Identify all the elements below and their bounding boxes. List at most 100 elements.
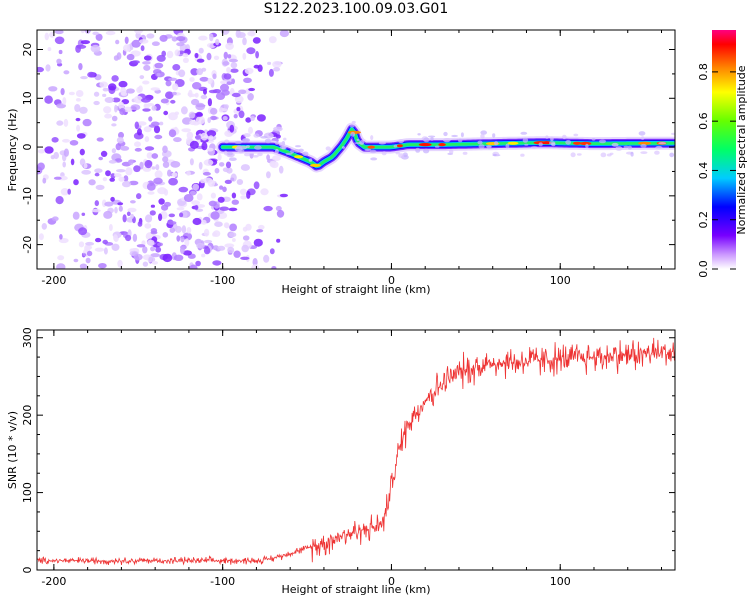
noise-blob [139, 161, 144, 170]
noise-blob [224, 179, 232, 184]
noise-blob [182, 250, 192, 256]
noise-blob [137, 121, 147, 126]
noise-blob [63, 148, 69, 157]
noise-blob [272, 60, 282, 68]
noise-blob [206, 147, 214, 152]
ridge-hotspot [418, 143, 432, 147]
noise-blob [203, 246, 211, 255]
noise-blob [133, 165, 141, 173]
noise-blob [79, 106, 88, 114]
noise-blob [227, 54, 232, 59]
ridge-speckle [423, 137, 430, 143]
noise-blob [251, 264, 260, 269]
ridge-speckle [599, 139, 606, 144]
noise-blob [198, 161, 203, 170]
bottom-x-tick-label: 0 [388, 575, 395, 588]
noise-blob [178, 69, 186, 78]
noise-blob [56, 263, 66, 269]
noise-blob [217, 245, 226, 251]
noise-blob [133, 95, 143, 104]
noise-blob [150, 87, 160, 91]
noise-blob [168, 213, 175, 218]
noise-blob [176, 42, 185, 47]
noise-blob [212, 73, 217, 80]
ridge-speckle [477, 140, 483, 145]
ridge-speckle [298, 148, 304, 152]
noise-blob [191, 98, 200, 106]
noise-blob [92, 31, 99, 36]
noise-blob [93, 91, 100, 97]
noise-blob [153, 125, 161, 134]
noise-blob [189, 77, 195, 82]
top-x-tick-label: 100 [550, 274, 571, 287]
noise-blob [37, 166, 43, 175]
noise-blob [72, 211, 80, 220]
noise-blob [168, 177, 179, 186]
noise-blob [142, 261, 149, 267]
noise-blob [166, 50, 174, 59]
noise-blob [171, 172, 178, 178]
ridge-speckle [443, 138, 451, 143]
noise-blob [189, 120, 197, 126]
noise-blob [247, 93, 254, 101]
top-y-tick-label: -10 [21, 187, 34, 205]
noise-blob [159, 121, 164, 126]
ridge-speckle [351, 120, 356, 124]
noise-blob [186, 131, 194, 140]
noise-blob [159, 34, 168, 42]
noise-blob [120, 146, 130, 151]
colorbar-tick-label: 0.6 [697, 112, 710, 130]
ridge-hotspot [542, 141, 552, 145]
noise-blob [194, 52, 199, 59]
noise-blob [260, 188, 269, 196]
ridge-speckle [295, 145, 301, 148]
noise-blob [53, 151, 59, 160]
noise-blob [273, 126, 283, 132]
noise-blob [263, 254, 270, 263]
ridge-speckle [640, 143, 647, 148]
noise-blob [76, 44, 87, 49]
noise-blob [128, 180, 139, 186]
noise-blob [186, 170, 191, 176]
noise-blob [113, 55, 119, 61]
noise-blob [252, 37, 261, 44]
noise-blob [62, 161, 66, 168]
ridge-speckle [308, 158, 313, 162]
ridge-speckle [224, 150, 228, 156]
noise-blob [178, 186, 189, 193]
noise-blob [195, 112, 203, 117]
noise-blob [123, 175, 129, 182]
ridge-speckle [244, 153, 251, 157]
ridge-speckle [591, 138, 596, 141]
noise-blob [153, 177, 163, 185]
noise-blob [48, 86, 58, 92]
noise-blob [115, 143, 122, 151]
noise-blob [87, 71, 95, 78]
noise-blob [143, 126, 152, 133]
ridge-speckle [252, 155, 259, 158]
noise-blob [98, 156, 103, 161]
ridge-speckle [428, 135, 436, 138]
noise-blob [206, 130, 217, 137]
ridge-speckle [281, 145, 286, 150]
ridge-speckle [462, 151, 468, 155]
noise-blob [168, 129, 177, 138]
noise-blob [252, 258, 258, 267]
ridge-speckle [274, 148, 279, 154]
noise-blob [122, 180, 131, 188]
noise-blob [225, 161, 232, 169]
noise-blob [167, 221, 177, 225]
noise-blob [73, 258, 79, 263]
noise-blob [245, 223, 252, 231]
bottom-x-tick-label: -100 [210, 575, 235, 588]
noise-blob [125, 167, 133, 176]
noise-blob [240, 256, 250, 260]
ridge-hotspot [438, 143, 446, 147]
ridge-speckle [364, 148, 372, 151]
noise-blob [99, 81, 108, 88]
noise-blob [142, 108, 151, 112]
ridge-speckle [350, 131, 356, 137]
ridge-speckle [520, 131, 528, 135]
noise-blob [203, 228, 210, 237]
